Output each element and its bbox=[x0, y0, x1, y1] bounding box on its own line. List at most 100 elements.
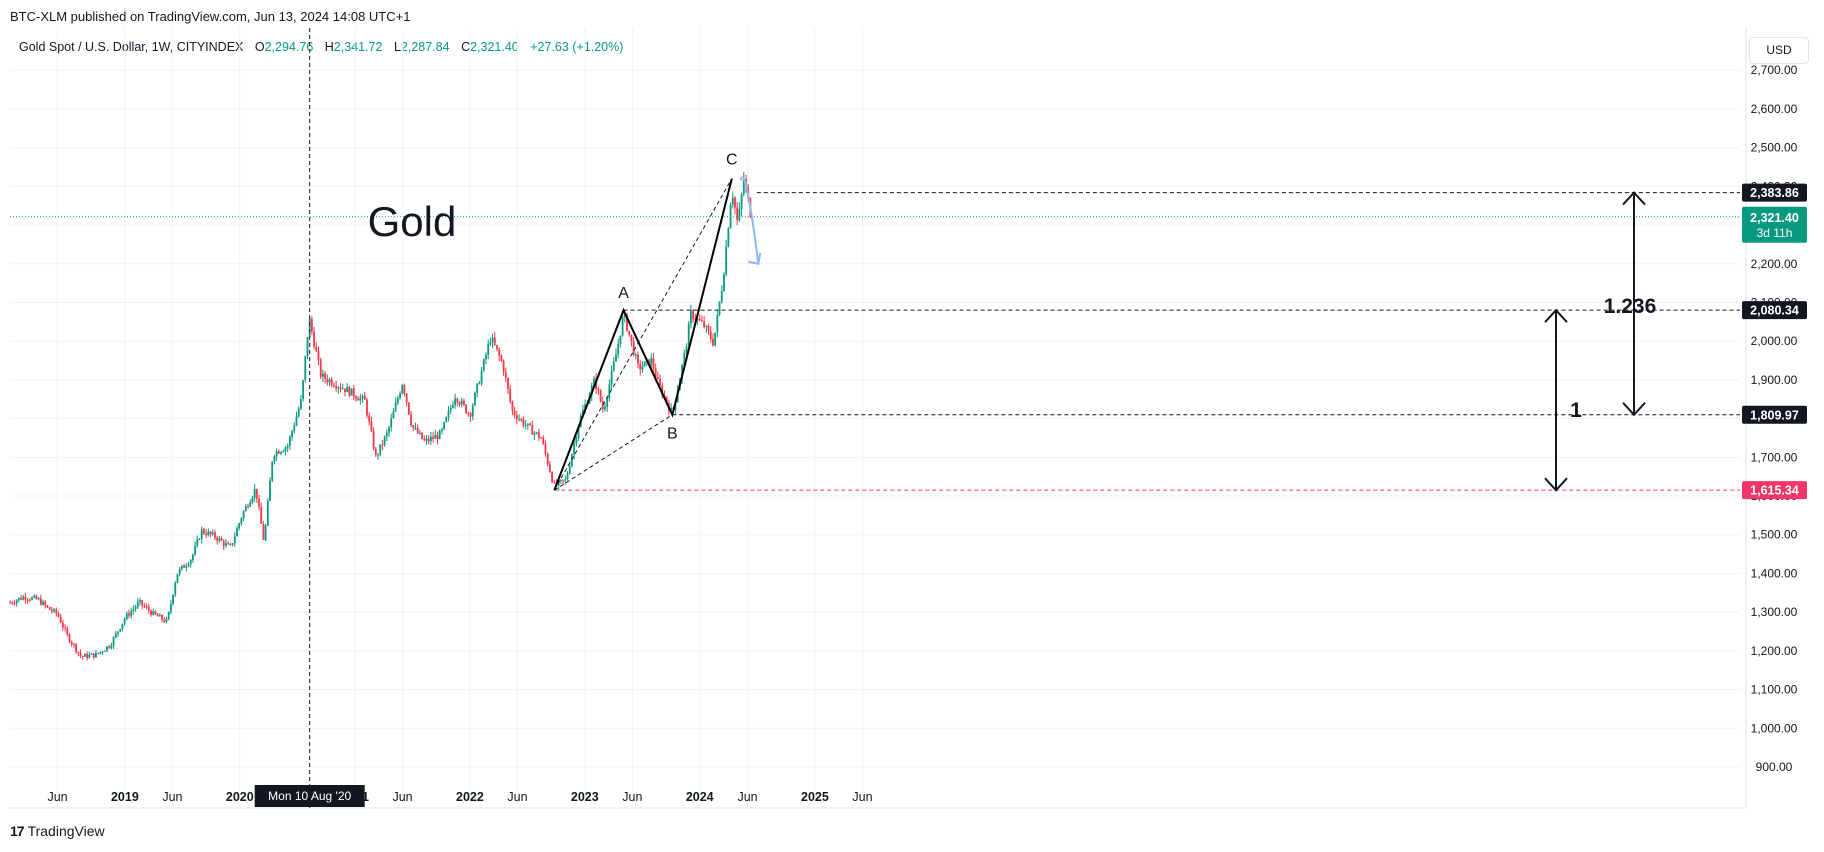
candle-body bbox=[608, 384, 611, 399]
candle-body bbox=[55, 609, 58, 614]
candle-body bbox=[619, 335, 622, 345]
candle-body bbox=[374, 448, 377, 455]
candle-body bbox=[617, 344, 620, 355]
candle-body bbox=[504, 372, 507, 379]
candle-body bbox=[518, 418, 520, 420]
symbol-legend: Gold Spot / U.S. Dollar, 1W, CITYINDEX O… bbox=[19, 40, 623, 54]
level-price-label: 1,809.97 bbox=[1750, 408, 1799, 422]
candle-body bbox=[352, 388, 355, 397]
x-tick-label: Jun bbox=[622, 790, 642, 804]
ohlc-low-key: L bbox=[393, 40, 401, 54]
candle-body bbox=[99, 651, 102, 654]
candle-body bbox=[108, 646, 111, 648]
candle-body bbox=[632, 341, 635, 356]
candle-body bbox=[659, 378, 661, 386]
candle-body bbox=[604, 406, 606, 410]
candle-body bbox=[152, 611, 155, 615]
ratio-label: 1.236 bbox=[1604, 295, 1657, 318]
candle-body bbox=[414, 427, 417, 429]
candle-body bbox=[191, 554, 194, 560]
candle-body bbox=[11, 602, 14, 604]
candle-body bbox=[302, 380, 304, 399]
candle-body bbox=[218, 538, 221, 541]
candle-body bbox=[531, 425, 534, 435]
candle-body bbox=[471, 405, 474, 417]
candle-body bbox=[180, 565, 183, 569]
candle-body bbox=[341, 388, 344, 390]
candle-body bbox=[299, 398, 302, 409]
candle-body bbox=[687, 323, 690, 347]
candle-body bbox=[163, 619, 166, 622]
candle-body bbox=[507, 378, 509, 390]
candle-body bbox=[273, 456, 276, 462]
candle-body bbox=[266, 501, 269, 526]
candle-body bbox=[670, 407, 672, 411]
candle-body bbox=[216, 537, 219, 541]
candle-body bbox=[403, 385, 406, 394]
candle-body bbox=[460, 400, 463, 405]
candle-body bbox=[718, 301, 721, 315]
tradingview-brand[interactable]: 17 TradingView bbox=[10, 823, 105, 839]
pattern-point-label: A bbox=[618, 285, 629, 302]
candle-body bbox=[158, 615, 161, 617]
candle-body bbox=[172, 594, 174, 604]
candle-body bbox=[454, 398, 457, 405]
candle-body bbox=[315, 346, 318, 352]
candle-body bbox=[324, 373, 327, 379]
candle-body bbox=[203, 529, 205, 534]
candle-body bbox=[125, 613, 128, 619]
chart-grid bbox=[10, 28, 1747, 809]
currency-button[interactable]: USD bbox=[1749, 37, 1809, 64]
candle-body bbox=[469, 413, 472, 417]
candle-body bbox=[288, 436, 291, 447]
candle-body bbox=[317, 351, 320, 360]
y-tick-label: 1,000.00 bbox=[1751, 721, 1798, 735]
candle-body bbox=[500, 355, 503, 361]
candle-body bbox=[511, 401, 514, 411]
candle-body bbox=[134, 606, 137, 609]
candle-body bbox=[467, 412, 470, 414]
x-tick-label: 2020 bbox=[226, 790, 254, 804]
candle-body bbox=[513, 410, 516, 416]
candle-body bbox=[293, 425, 296, 432]
projection-arrowhead bbox=[748, 252, 762, 265]
candle-body bbox=[310, 318, 313, 332]
candle-body bbox=[183, 565, 185, 568]
candle-body bbox=[637, 354, 639, 364]
crosshair-date-label: Mon 10 Aug '20 bbox=[268, 789, 351, 803]
candle-body bbox=[37, 598, 40, 600]
candle-body bbox=[546, 453, 549, 465]
candle-body bbox=[392, 411, 395, 419]
candle-body bbox=[17, 597, 20, 601]
candle-body bbox=[390, 418, 393, 428]
pattern-point-label: B bbox=[667, 426, 678, 443]
candle-body bbox=[189, 559, 192, 565]
last-price-tag bbox=[1742, 206, 1807, 243]
candle-body bbox=[634, 354, 637, 356]
candle-body bbox=[271, 461, 274, 481]
candle-body bbox=[405, 393, 408, 403]
ratio-label: 1 bbox=[1570, 399, 1582, 422]
candle-body bbox=[434, 435, 437, 439]
candle-body bbox=[725, 246, 728, 275]
candle-body bbox=[584, 404, 587, 411]
candle-body bbox=[443, 422, 446, 430]
price-change: +27.63 (+1.20%) bbox=[530, 40, 624, 54]
candle-body bbox=[119, 629, 122, 632]
candle-body bbox=[33, 595, 36, 598]
y-tick-label: 2,500.00 bbox=[1751, 141, 1798, 155]
candle-body bbox=[139, 600, 141, 603]
candle-body bbox=[383, 436, 386, 445]
candle-body bbox=[61, 622, 64, 628]
candle-body bbox=[169, 603, 172, 613]
candle-body bbox=[529, 423, 531, 426]
candle-body bbox=[86, 653, 89, 658]
candle-body bbox=[571, 454, 573, 466]
level-price-tag bbox=[1742, 405, 1807, 424]
candle-body bbox=[540, 437, 542, 439]
ratio-arrow-head-up bbox=[1544, 308, 1568, 323]
candle-body bbox=[46, 605, 49, 608]
candle-body bbox=[359, 397, 362, 401]
x-tick-label: Jun bbox=[852, 790, 872, 804]
